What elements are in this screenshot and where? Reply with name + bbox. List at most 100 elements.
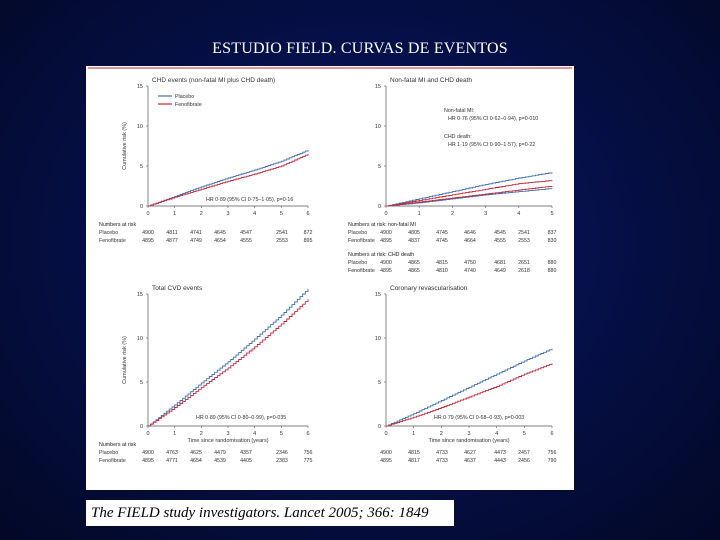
x-tick-label: 1: [412, 431, 415, 437]
risk-value: 880: [548, 268, 557, 274]
risk-value: 4895: [142, 238, 154, 244]
risk-value: 2383: [276, 458, 288, 464]
series-line-fenofibrate: [148, 154, 309, 207]
legend-label-fenofibrate: Fenofibrate: [175, 102, 202, 108]
y-tick-label: 0: [378, 424, 381, 430]
risk-value: 4895: [142, 458, 154, 464]
slide-title: ESTUDIO FIELD. CURVAS DE EVENTOS: [212, 40, 508, 57]
legend-label-placebo: Placebo: [175, 94, 194, 100]
risk-value: 4545: [494, 230, 506, 236]
annotation-mi-hr: HR 0·76 (95% CI 0·62–0·94), p=0·010: [448, 116, 538, 122]
risk-value: 756: [548, 450, 557, 456]
hr-annotation: HR 0·89 (95% CI 0·75–1·05), p=0·16: [206, 197, 293, 203]
y-tick-label: 0: [140, 424, 143, 430]
risk-value: 4865: [408, 260, 420, 266]
panel-title: CHD events (non-fatal MI plus CHD death): [152, 77, 275, 84]
risk-table-header: Numbers at risk: [99, 442, 136, 448]
risk-value: 4895: [380, 238, 392, 244]
risk-value: 4625: [190, 450, 202, 456]
risk-value: 4473: [494, 450, 506, 456]
risk-row-label: Fenofibrate: [99, 458, 126, 464]
series-line-chd-death-fenofibrate: [386, 185, 553, 207]
y-tick-label: 15: [375, 84, 381, 90]
series-line-placebo: [386, 348, 553, 427]
series-line-non-fatal-mi-fenofibrate: [386, 180, 553, 207]
risk-value: 4637: [464, 458, 476, 464]
risk-value: 2618: [518, 268, 530, 274]
risk-value: 4357: [240, 450, 252, 456]
x-tick-label: 6: [550, 431, 553, 437]
risk-value: 2457: [518, 450, 530, 456]
risk-value: 4865: [408, 268, 420, 274]
risk-value: 4811: [166, 230, 177, 236]
risk-value: 872: [304, 230, 313, 236]
risk-value: 4900: [380, 260, 392, 266]
risk-value: 4877: [166, 238, 178, 244]
risk-value: 4555: [240, 238, 252, 244]
y-tick-label: 0: [378, 204, 381, 210]
risk-value: 756: [304, 450, 313, 456]
x-tick-label: 2: [200, 211, 203, 217]
risk-value: 4547: [240, 230, 252, 236]
risk-value: 4815: [436, 260, 448, 266]
x-tick-label: 4: [253, 431, 256, 437]
risk-row-label: Placebo: [99, 450, 118, 456]
x-tick-label: 5: [523, 431, 526, 437]
risk-value: 2541: [276, 230, 288, 236]
risk-value: 2553: [518, 238, 530, 244]
panel-title: Non-fatal MI and CHD death: [390, 77, 472, 84]
x-tick-label: 4: [517, 211, 520, 217]
risk-value: 4900: [380, 450, 392, 456]
x-tick-label: 0: [384, 211, 387, 217]
risk-value: 4405: [240, 458, 252, 464]
panel-title: Coronary revascularisation: [390, 285, 468, 292]
risk-value: 4750: [464, 260, 476, 266]
x-tick-label: 1: [173, 431, 176, 437]
risk-value: 4900: [380, 230, 392, 236]
risk-value: 4749: [190, 238, 202, 244]
series-line-non-fatal-mi-placebo: [386, 172, 553, 207]
citation-box: The FIELD study investigators. Lancet 20…: [86, 500, 454, 526]
risk-value: 4815: [408, 450, 420, 456]
risk-row-label: Placebo: [348, 260, 367, 266]
risk-value: 4837: [408, 238, 420, 244]
risk-table-header: Numbers at risk: CHD death: [348, 252, 414, 258]
risk-value: 4745: [436, 230, 448, 236]
risk-value: 4741: [190, 230, 202, 236]
risk-value: 4479: [214, 450, 226, 456]
hr-annotation: HR 0·89 (95% CI 0·80–0·99), p=0·035: [196, 415, 286, 421]
y-tick-label: 10: [375, 124, 381, 130]
risk-value: 4900: [142, 450, 154, 456]
risk-value: 2553: [276, 238, 288, 244]
annotation-chd-label: CHD death:: [444, 134, 472, 140]
risk-value: 4664: [464, 238, 476, 244]
x-tick-label: 3: [226, 211, 229, 217]
risk-value: 790: [548, 458, 557, 464]
risk-value: 4645: [214, 230, 226, 236]
risk-value: 4555: [494, 238, 506, 244]
x-tick-label: 5: [550, 211, 553, 217]
x-tick-label: 0: [146, 431, 149, 437]
risk-value: 4900: [142, 230, 154, 236]
x-tick-label: 3: [226, 431, 229, 437]
risk-row-label: Fenofibrate: [348, 268, 375, 274]
y-tick-label: 5: [140, 164, 143, 170]
figure-panel: CHD events (non-fatal MI plus CHD death)…: [86, 66, 574, 490]
y-tick-label: 15: [375, 292, 381, 298]
series-line-placebo: [148, 288, 309, 427]
y-tick-label: 5: [140, 380, 143, 386]
risk-value: 4805: [408, 230, 420, 236]
risk-value: 4649: [494, 268, 506, 274]
x-tick-label: 1: [173, 211, 176, 217]
x-tick-label: 2: [440, 431, 443, 437]
x-tick-label: 4: [253, 211, 256, 217]
hr-annotation: HR 0·79 (95% CI 0·68–0·93), p=0·003: [434, 415, 524, 421]
risk-value: 4443: [494, 458, 506, 464]
risk-value: 2346: [276, 450, 288, 456]
risk-value: 4810: [436, 268, 448, 274]
risk-value: 880: [548, 260, 557, 266]
y-tick-label: 10: [375, 336, 381, 342]
x-tick-label: 0: [146, 211, 149, 217]
risk-row-label: Fenofibrate: [348, 238, 375, 244]
series-line-fenofibrate: [148, 299, 309, 427]
